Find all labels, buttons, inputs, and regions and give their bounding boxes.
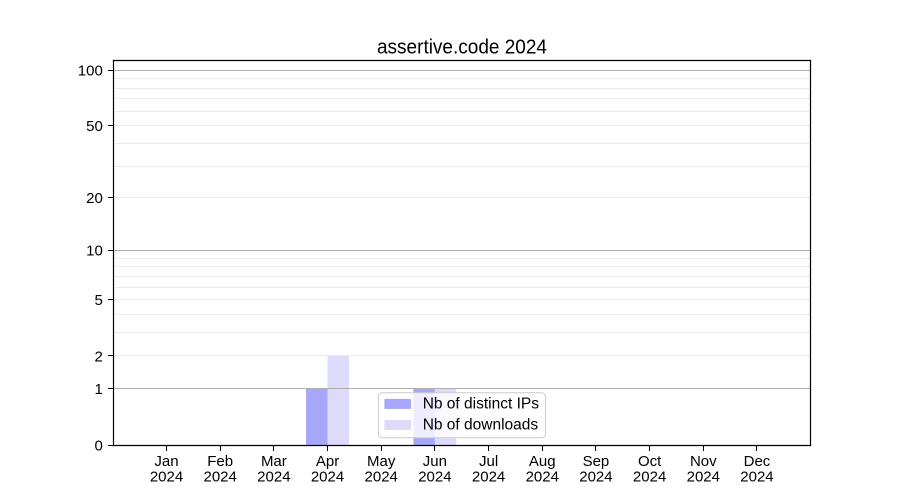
svg-text:Nb of downloads: Nb of downloads bbox=[423, 417, 539, 434]
svg-text:Jan: Jan bbox=[154, 453, 178, 470]
svg-text:assertive.code 2024: assertive.code 2024 bbox=[377, 36, 547, 59]
svg-text:2024: 2024 bbox=[687, 468, 720, 485]
svg-text:Sep: Sep bbox=[583, 453, 610, 470]
svg-text:Jun: Jun bbox=[423, 453, 447, 470]
svg-text:Dec: Dec bbox=[744, 453, 771, 470]
svg-text:2024: 2024 bbox=[579, 468, 612, 485]
svg-text:1: 1 bbox=[94, 381, 102, 398]
svg-text:2024: 2024 bbox=[740, 468, 773, 485]
svg-text:Oct: Oct bbox=[638, 453, 662, 470]
svg-text:2024: 2024 bbox=[311, 468, 344, 485]
svg-text:Feb: Feb bbox=[207, 453, 233, 470]
svg-text:2024: 2024 bbox=[633, 468, 666, 485]
svg-text:2024: 2024 bbox=[472, 468, 505, 485]
svg-text:May: May bbox=[367, 453, 396, 470]
svg-text:Aug: Aug bbox=[529, 453, 556, 470]
svg-text:Nov: Nov bbox=[690, 453, 717, 470]
svg-text:100: 100 bbox=[78, 63, 103, 80]
svg-text:50: 50 bbox=[86, 118, 103, 135]
svg-text:2024: 2024 bbox=[365, 468, 398, 485]
svg-text:Jul: Jul bbox=[479, 453, 498, 470]
svg-text:20: 20 bbox=[86, 190, 103, 207]
svg-text:2024: 2024 bbox=[526, 468, 559, 485]
svg-text:Mar: Mar bbox=[261, 453, 287, 470]
svg-text:Apr: Apr bbox=[316, 453, 339, 470]
svg-text:2024: 2024 bbox=[257, 468, 290, 485]
svg-text:2024: 2024 bbox=[418, 468, 451, 485]
svg-text:0: 0 bbox=[94, 438, 102, 455]
svg-text:2024: 2024 bbox=[203, 468, 236, 485]
svg-text:2: 2 bbox=[94, 348, 102, 365]
svg-text:2024: 2024 bbox=[150, 468, 183, 485]
svg-text:Nb of distinct IPs: Nb of distinct IPs bbox=[423, 396, 540, 413]
svg-text:10: 10 bbox=[86, 243, 103, 260]
svg-text:5: 5 bbox=[94, 292, 102, 309]
